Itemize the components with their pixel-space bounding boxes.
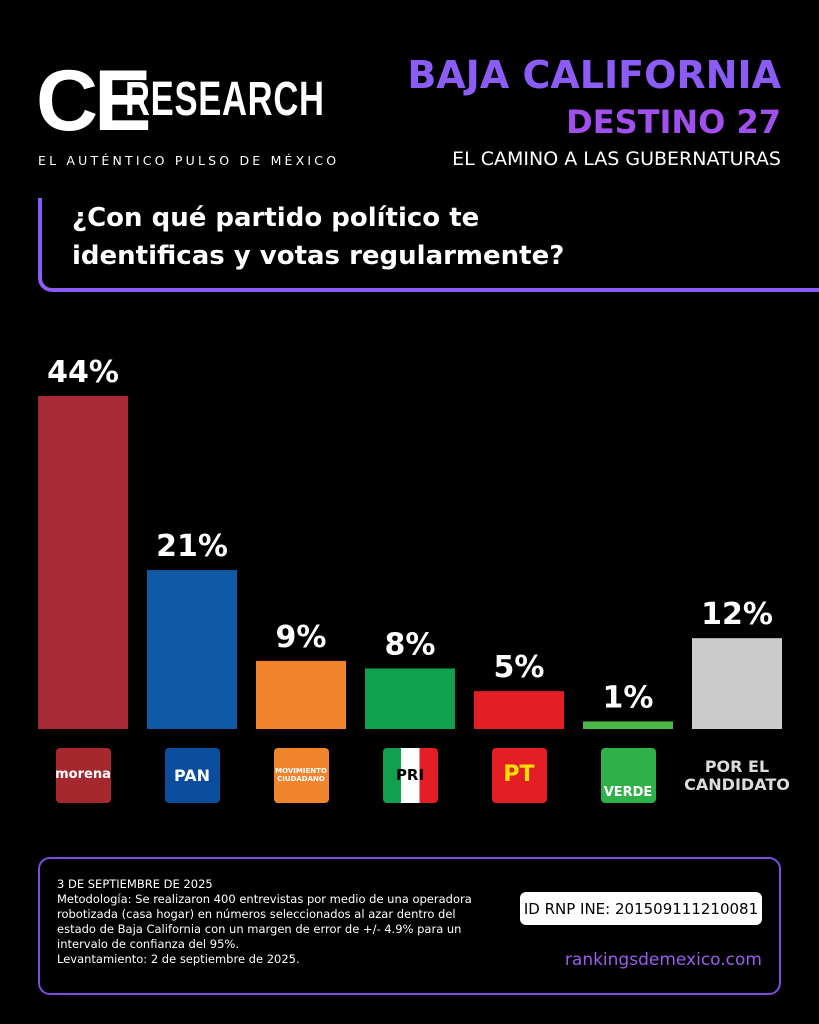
subtitle: DESTINO 27: [566, 103, 781, 141]
category-label: POR EL CANDIDATO: [684, 756, 790, 794]
value-label: 44%: [47, 355, 119, 390]
methodology: Metodología: Se realizaron 400 entrevist…: [57, 892, 472, 906]
category-label: morena: [55, 748, 111, 803]
value-label: 12%: [701, 597, 773, 632]
bar: [147, 570, 237, 729]
bar: [256, 660, 346, 729]
value-label: 21%: [156, 529, 228, 564]
date: 3 DE SEPTIEMBRE DE 2025: [57, 877, 213, 891]
chart: 44% 21% 9% 8% 5% 1% 12%: [38, 355, 782, 729]
brand: CE: [36, 53, 151, 149]
kicker: EL CAMINO A LAS GUBERNATURAS: [452, 148, 781, 170]
title: BAJA CALIFORNIA: [407, 53, 781, 97]
category-label: MOVIMIENTO CIUDADANO: [273, 748, 329, 803]
bar: [38, 396, 128, 729]
website: rankingsdemexico.com: [564, 950, 762, 970]
methodology: intervalo de confianza del 95%.: [57, 937, 239, 951]
value-label: 1%: [603, 680, 654, 715]
bar: [583, 721, 673, 729]
value-label: 9%: [276, 620, 327, 655]
methodology: robotizada (casa hogar) en números selec…: [57, 907, 456, 921]
category-label: PRI: [382, 748, 438, 803]
value-label: 8%: [385, 627, 436, 662]
tagline: EL AUTÉNTICO PULSO DE MÉXICO: [38, 153, 340, 168]
brand-suffix: RESEARCH: [125, 73, 325, 126]
bar: [474, 691, 564, 729]
bar: [692, 638, 782, 729]
category-label: PAN: [164, 748, 220, 803]
fieldwork: Levantamiento: 2 de septiembre de 2025.: [57, 952, 300, 966]
question: ¿Con qué partido político te: [72, 203, 480, 233]
value-label: 5%: [494, 650, 545, 685]
category-label: PT: [491, 748, 547, 803]
methodology: estado de Baja California con un margen …: [57, 922, 462, 936]
bar: [365, 668, 455, 729]
id-badge: ID RNP INE: 201509111210081: [520, 892, 762, 925]
question: identificas y votas regularmente?: [72, 241, 565, 271]
footer-frame: [38, 857, 781, 995]
question-frame: [38, 198, 819, 292]
category-label: VERDE: [600, 748, 656, 803]
